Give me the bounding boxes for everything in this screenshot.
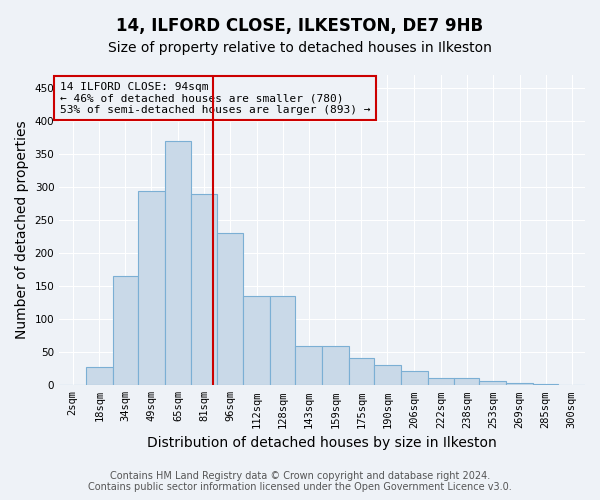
Bar bbox=[270, 296, 295, 386]
Bar bbox=[138, 190, 164, 386]
Bar bbox=[113, 276, 138, 386]
Bar bbox=[322, 346, 349, 386]
Text: 14 ILFORD CLOSE: 94sqm
← 46% of detached houses are smaller (780)
53% of semi-de: 14 ILFORD CLOSE: 94sqm ← 46% of detached… bbox=[60, 82, 371, 115]
Bar bbox=[428, 378, 454, 386]
Text: 14, ILFORD CLOSE, ILKESTON, DE7 9HB: 14, ILFORD CLOSE, ILKESTON, DE7 9HB bbox=[116, 18, 484, 36]
Bar bbox=[59, 384, 86, 386]
Bar bbox=[295, 346, 322, 386]
Text: Contains public sector information licensed under the Open Government Licence v3: Contains public sector information licen… bbox=[88, 482, 512, 492]
Bar bbox=[217, 234, 244, 386]
Bar bbox=[506, 382, 533, 386]
Bar bbox=[244, 296, 270, 386]
Bar bbox=[164, 141, 191, 386]
Bar bbox=[86, 368, 113, 386]
Y-axis label: Number of detached properties: Number of detached properties bbox=[15, 121, 29, 340]
Bar bbox=[401, 371, 428, 386]
Bar bbox=[479, 382, 506, 386]
Bar bbox=[191, 194, 217, 386]
Bar bbox=[374, 366, 401, 386]
Bar bbox=[349, 358, 374, 386]
Text: Size of property relative to detached houses in Ilkeston: Size of property relative to detached ho… bbox=[108, 41, 492, 55]
Bar bbox=[533, 384, 558, 386]
Text: Contains HM Land Registry data © Crown copyright and database right 2024.: Contains HM Land Registry data © Crown c… bbox=[110, 471, 490, 481]
Bar bbox=[558, 384, 585, 386]
Bar bbox=[454, 378, 479, 386]
X-axis label: Distribution of detached houses by size in Ilkeston: Distribution of detached houses by size … bbox=[147, 436, 497, 450]
